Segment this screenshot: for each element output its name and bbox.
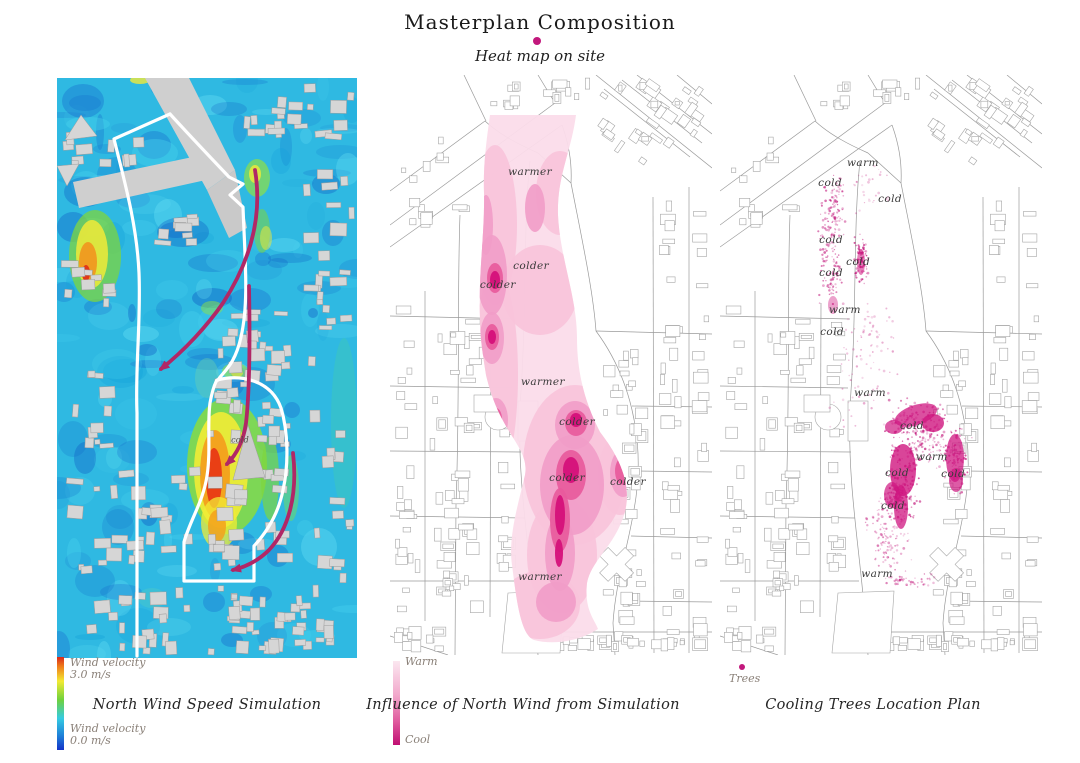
- influence-map-graphic: [390, 75, 712, 655]
- wind-cfd-graphic: [57, 78, 357, 658]
- map-label: warm: [854, 386, 886, 399]
- map-label: cold: [878, 193, 902, 206]
- trees-map-graphic: [720, 75, 1042, 655]
- influence-caption: Influence of North Wind from Simulation: [366, 697, 680, 713]
- trees-overlay: [817, 164, 973, 588]
- warm-cool-colorbar: [393, 661, 400, 745]
- map-label: warm: [829, 303, 861, 316]
- buildings: [57, 83, 355, 656]
- map-label: warmer: [518, 571, 562, 584]
- map-label: cold: [899, 419, 924, 432]
- influence-legend-warm: Warm: [405, 655, 438, 668]
- map-label: warmer: [508, 165, 552, 178]
- wind-legend-max-label: Wind velocity: [70, 656, 146, 669]
- wind-legend-min-value: 0.0 m/s: [70, 733, 111, 747]
- map-label: cold: [846, 255, 871, 268]
- wind-flow-arrows: [158, 168, 297, 573]
- wind-legend-max-value: 3.0 m/s: [70, 667, 111, 681]
- building-blocks: [724, 77, 1040, 654]
- map-label: warm: [915, 451, 948, 464]
- map-label: colder: [559, 415, 596, 428]
- map-label: cold: [820, 325, 844, 338]
- trees-legend-dot-icon: [739, 664, 745, 670]
- site-boundary-outline: [112, 112, 289, 658]
- map-label: cold: [819, 266, 844, 279]
- map-label: colder: [513, 259, 549, 272]
- influence-map-labels: warmer colder colder warmer colder colder cold…: [390, 75, 712, 655]
- trees-caption: Cooling Trees Location Plan: [765, 697, 981, 713]
- influence-legend-cool: Cool: [405, 733, 431, 746]
- cooling-trees-map: warm cold cold cold cold cold warm cold warm cold…: [720, 75, 1042, 655]
- map-label: colder: [479, 278, 516, 291]
- accent-dot-icon: [533, 37, 541, 45]
- wind-legend-min-label: Wind velocity: [70, 722, 146, 735]
- wind-velocity-colorbar: [57, 657, 64, 750]
- map-label: warm: [847, 157, 879, 170]
- trees-legend-label: Trees: [729, 672, 761, 685]
- map-label: cold: [880, 499, 905, 512]
- map-label: cold: [941, 468, 966, 481]
- map-label: warmer: [521, 375, 565, 388]
- map-label: cold: [819, 233, 844, 246]
- wind-caption: North Wind Speed Simulation: [92, 697, 322, 713]
- wind-map-labels: cold: [57, 78, 357, 658]
- wind-legend-max: Wind velocity 3.0 m/s: [70, 657, 145, 680]
- map-label: cold: [231, 435, 249, 445]
- trees-map-labels: warm cold cold cold cold cold warm cold warm cold…: [720, 75, 1042, 655]
- page-subtitle: Heat map on site: [474, 47, 606, 65]
- map-label: cold: [818, 176, 843, 189]
- page-title: Masterplan Composition: [404, 10, 676, 34]
- wind-legend-min: Wind velocity 0.0 m/s: [70, 723, 145, 746]
- map-label: warm: [861, 568, 894, 581]
- map-label: cold: [885, 466, 910, 479]
- map-label: colder: [609, 476, 646, 489]
- wind-speed-simulation-map: cold: [57, 78, 357, 658]
- wind-influence-map: warmer colder colder warmer colder colder cold…: [390, 75, 712, 655]
- map-label: colder: [549, 472, 586, 485]
